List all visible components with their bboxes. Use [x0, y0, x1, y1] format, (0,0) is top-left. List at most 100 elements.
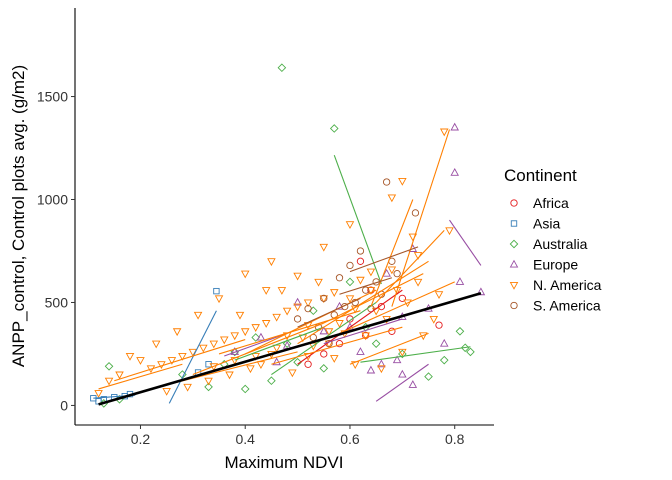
- fit-line-europe: [224, 332, 288, 357]
- data-point-n-america: [225, 371, 234, 380]
- data-point-n-america: [251, 324, 260, 332]
- data-point-n-america: [178, 353, 187, 361]
- data-point-australia: [371, 339, 381, 348]
- data-point-n-america: [261, 320, 271, 328]
- data-point-n-america: [329, 355, 339, 363]
- data-point-n-america: [94, 390, 103, 398]
- data-point-s-america: [335, 274, 344, 282]
- ticks: 0.2 0.4 0.6 0.8 0 500 1000 1500: [37, 89, 465, 447]
- legend-key-asia: [510, 220, 518, 227]
- legend-label-s-america: S. America: [533, 298, 601, 314]
- data-point-n-america: [199, 344, 208, 353]
- fit-line-s-america: [349, 246, 419, 273]
- data-point-n-america: [209, 340, 219, 349]
- data-point-africa: [320, 350, 328, 358]
- data-point-n-america: [172, 328, 182, 337]
- data-point-n-america: [335, 320, 344, 328]
- x-axis-title: Maximum NDVI: [224, 453, 343, 472]
- plot-area: [90, 63, 486, 408]
- x-tick-label: 0.2: [131, 431, 151, 447]
- data-point-n-america: [193, 311, 203, 320]
- data-point-n-america: [429, 315, 439, 324]
- data-point-europe: [256, 332, 266, 341]
- data-point-n-america: [387, 266, 397, 275]
- fit-line-n-america: [98, 363, 183, 390]
- legend-key-africa: [510, 199, 518, 207]
- data-point-n-america: [267, 258, 276, 267]
- fit-line-n-america: [323, 273, 424, 324]
- data-point-n-america: [282, 307, 292, 316]
- data-point-africa: [398, 294, 406, 303]
- fit-line-europe: [375, 363, 429, 402]
- data-point-europe: [450, 122, 459, 131]
- data-point-australia: [319, 364, 329, 373]
- data-point-australia: [460, 343, 470, 353]
- data-point-australia: [398, 349, 407, 359]
- data-point-n-america: [136, 357, 145, 365]
- data-point-n-america: [277, 287, 287, 295]
- data-point-n-america: [261, 287, 271, 295]
- data-point-n-america: [303, 299, 313, 308]
- data-point-s-america: [382, 178, 391, 186]
- data-point-n-america: [204, 377, 213, 386]
- data-point-australia: [204, 382, 213, 392]
- data-point-n-america: [314, 278, 323, 287]
- fit-line-s-america: [339, 277, 393, 295]
- data-point-n-america: [387, 194, 397, 203]
- data-point-n-america: [151, 340, 161, 349]
- fit-line-europe: [323, 318, 403, 345]
- data-point-n-america: [403, 299, 412, 308]
- fit-line-australia: [234, 326, 324, 361]
- fit-line-n-america: [271, 326, 403, 365]
- data-point-n-america: [272, 313, 281, 322]
- fit-line-asia: [168, 310, 217, 404]
- data-point-asia: [213, 287, 220, 295]
- data-point-n-america: [293, 303, 302, 312]
- fit-line-europe: [449, 219, 482, 266]
- data-point-n-america: [246, 365, 255, 374]
- legend-key-s-america: [510, 301, 518, 310]
- x-tick-label: 0.4: [235, 431, 255, 447]
- data-point-australia: [251, 333, 261, 342]
- fit-line-n-america: [370, 199, 414, 307]
- data-point-n-america: [434, 291, 444, 300]
- y-tick-label: 0: [60, 397, 68, 413]
- data-point-australia: [329, 124, 339, 133]
- data-point-n-america: [366, 268, 376, 277]
- data-point-europe: [450, 167, 459, 176]
- data-point-n-america: [115, 371, 124, 380]
- data-point-africa: [356, 257, 365, 265]
- data-point-australia: [293, 357, 302, 367]
- data-point-n-america: [125, 353, 135, 361]
- data-point-australia: [277, 63, 287, 73]
- data-point-n-america: [324, 328, 334, 337]
- legend-label-europe: Europe: [533, 257, 578, 273]
- x-tick-label: 0.6: [340, 431, 360, 447]
- fit-line-n-america: [391, 129, 451, 307]
- data-point-s-america: [320, 294, 328, 303]
- fit-line-n-america: [339, 281, 455, 334]
- data-point-n-america: [240, 328, 250, 337]
- data-point-n-america: [356, 276, 365, 285]
- fit-line-n-america: [218, 310, 361, 355]
- legend-title: Continent: [504, 166, 577, 185]
- data-point-n-america: [319, 243, 329, 252]
- data-point-s-america: [304, 305, 312, 313]
- fit-line-australia: [360, 346, 471, 363]
- data-point-n-america: [230, 332, 240, 341]
- data-point-europe: [382, 268, 391, 277]
- x-tick-label: 0.8: [445, 431, 465, 447]
- data-point-n-america: [240, 270, 250, 279]
- legend-key-australia: [509, 239, 519, 249]
- legend: Continent Africa Asia Australia Europe N. Am…: [504, 166, 602, 314]
- data-point-s-america: [362, 286, 370, 294]
- data-point-n-america: [219, 336, 229, 345]
- data-point-n-america: [214, 295, 224, 304]
- fit-line-n-america: [192, 322, 324, 376]
- fit-line-s-america: [297, 297, 361, 328]
- data-point-europe: [293, 297, 302, 306]
- data-point-australia: [267, 376, 276, 386]
- data-point-n-america: [183, 383, 192, 392]
- data-point-australia: [104, 361, 114, 371]
